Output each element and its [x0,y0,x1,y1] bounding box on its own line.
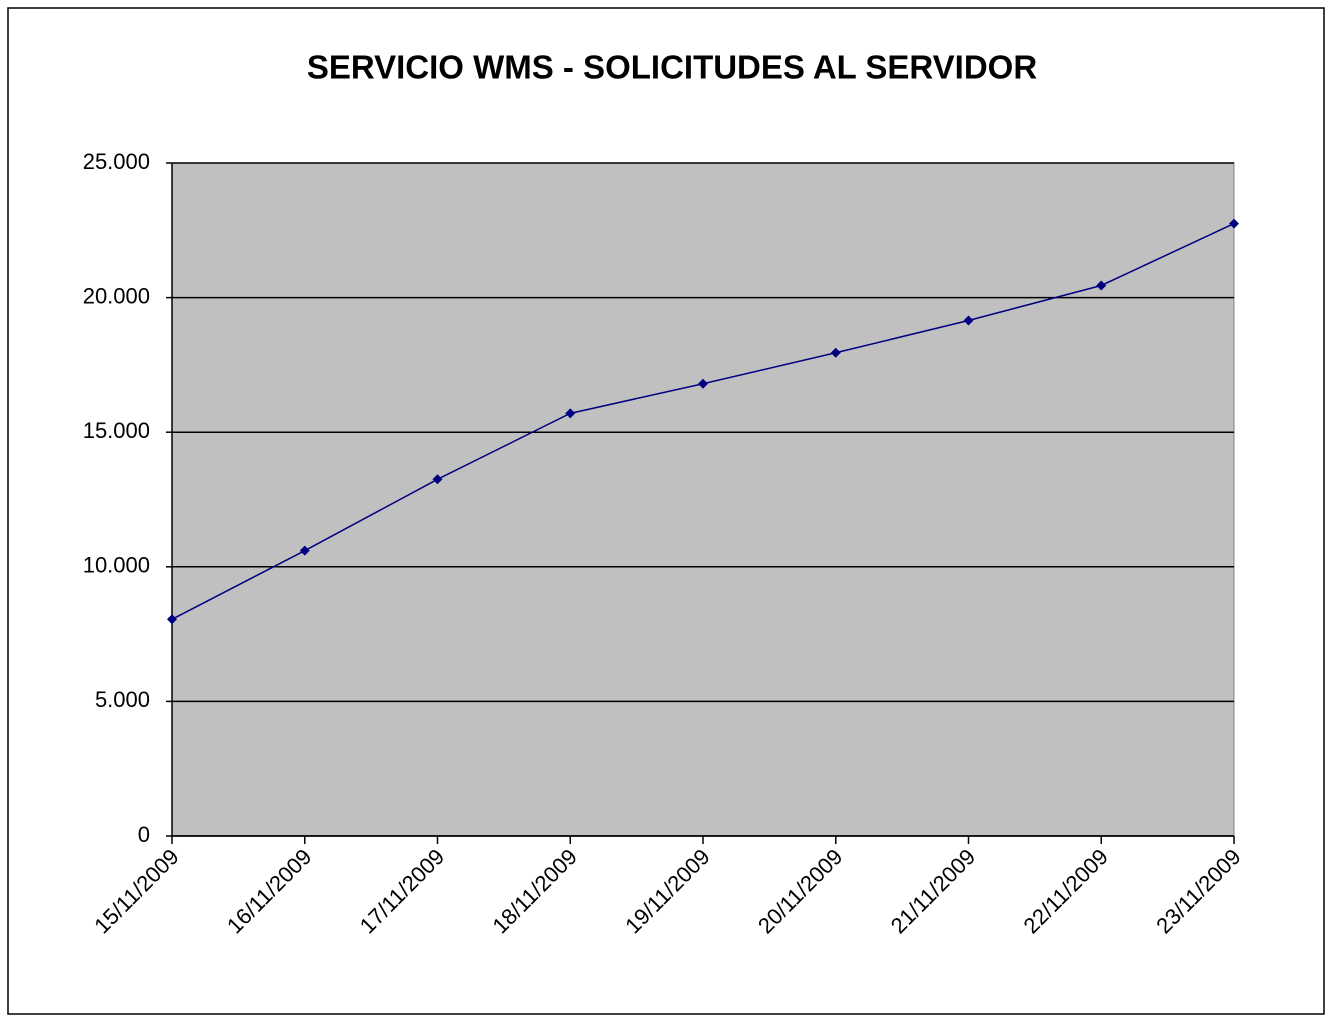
y-tick-label: 15.000 [83,418,150,443]
data-point [299,545,310,556]
data-point [167,614,177,625]
data-point [432,474,443,485]
y-tick-label: 5.000 [95,687,150,712]
data-point [830,347,841,358]
y-tick-label: 10.000 [83,553,150,578]
plot-area [171,162,1235,837]
data-point [963,315,974,326]
chart-title: SERVICIO WMS - SOLICITUDES AL SERVIDOR [307,49,1038,86]
data-point [698,378,708,389]
y-tick-label: 0 [138,822,150,847]
data-point [1096,280,1107,291]
data-point [1229,218,1239,229]
y-tick-label: 25.000 [83,149,150,174]
data-point [565,408,576,419]
y-tick-label: 20.000 [83,283,150,308]
